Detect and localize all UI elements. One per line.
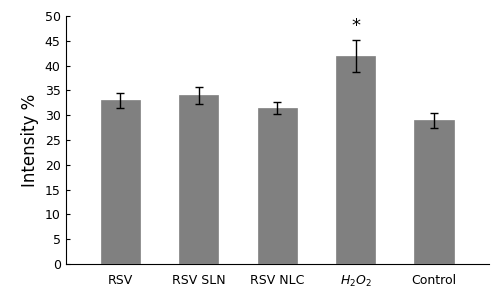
Text: *: *: [351, 17, 360, 35]
Bar: [414, 120, 454, 264]
Y-axis label: Intensity %: Intensity %: [21, 94, 39, 187]
Bar: [101, 100, 140, 264]
Bar: [258, 108, 297, 264]
Bar: [179, 95, 218, 264]
Bar: [336, 56, 375, 264]
